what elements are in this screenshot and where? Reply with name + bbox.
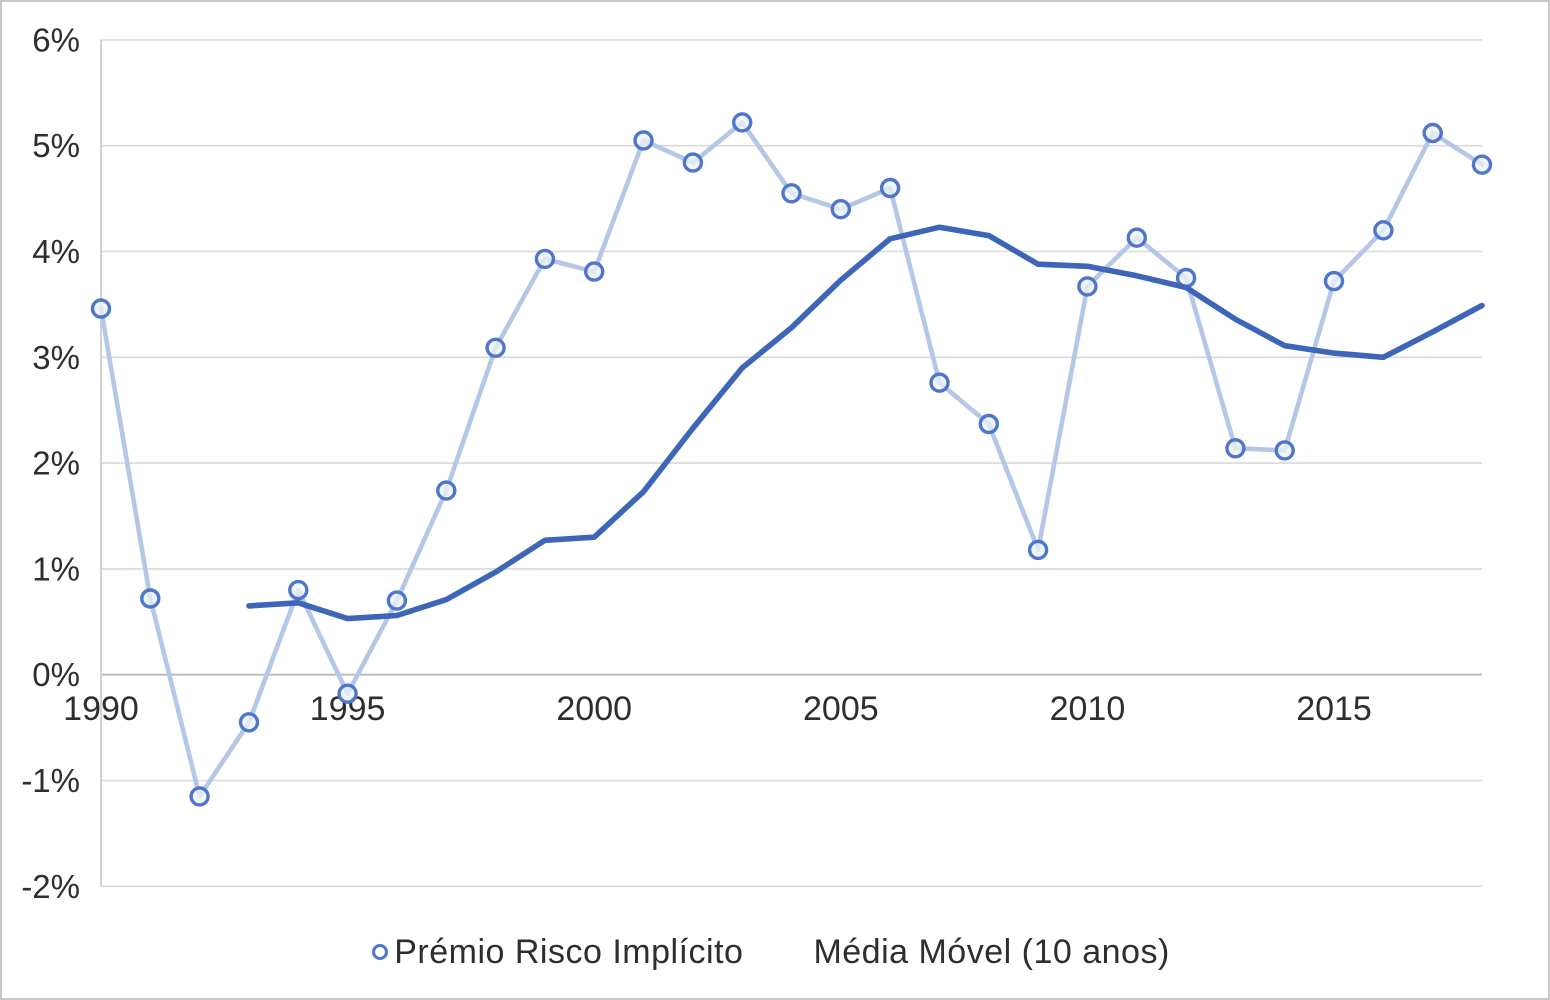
legend: Prémio Risco Implícito Média Móvel (10 a… — [2, 922, 1548, 982]
data-point-marker — [633, 130, 654, 151]
data-point-marker — [830, 198, 851, 220]
data-point-marker — [1077, 276, 1098, 297]
legend-label-premio-risco-implicito: Prémio Risco Implícito — [394, 932, 744, 971]
data-point-marker — [1323, 270, 1345, 292]
x-tick-label: 2000 — [556, 690, 632, 728]
data-point-marker — [189, 786, 210, 807]
x-tick-label: 2015 — [1296, 690, 1372, 728]
series-line-premio-risco-implicito — [98, 120, 1485, 799]
data-point-marker — [90, 298, 112, 319]
data-point-marker — [288, 579, 309, 601]
y-tick-label: 1% — [32, 550, 80, 587]
y-tick-label: 4% — [32, 233, 80, 270]
y-tick-label: 6% — [32, 21, 80, 58]
data-point-marker — [337, 683, 358, 704]
data-point-marker — [978, 413, 999, 435]
x-tick-label: 2005 — [803, 690, 879, 728]
data-point-marker — [1027, 539, 1049, 561]
legend-item-media-movel: Média Móvel (10 anos) — [799, 933, 1169, 972]
x-tick-label: 1990 — [63, 690, 139, 728]
line-chart-canvas: 6%5%4%3%2%1%0%-1%-2%1990 1995 2000 2005 2010… — [21, 21, 1493, 905]
data-point-marker — [436, 480, 457, 501]
series-line-media-movel — [246, 224, 1485, 622]
legend-item-premio-risco-implicito: Prémio Risco Implícito — [372, 932, 744, 972]
data-point-marker — [140, 588, 161, 609]
y-tick-label: -2% — [21, 868, 80, 905]
data-point-marker — [1274, 440, 1295, 461]
data-point-marker — [534, 248, 556, 270]
x-tick-label: 2010 — [1050, 690, 1126, 728]
y-tick-label: 3% — [32, 339, 80, 376]
data-point-marker — [929, 372, 950, 393]
data-point-marker — [1373, 220, 1394, 241]
legend-label-media-movel: Média Móvel (10 anos) — [813, 932, 1170, 971]
data-point-marker — [732, 112, 753, 133]
data-point-marker — [682, 152, 704, 173]
data-point-marker — [386, 590, 408, 611]
y-tick-label: -1% — [21, 762, 80, 799]
y-tick-label: 5% — [32, 127, 80, 164]
y-tick-label: 2% — [32, 445, 80, 482]
data-point-marker — [1225, 438, 1246, 459]
data-point-marker — [1471, 154, 1493, 175]
data-point-marker — [584, 261, 605, 282]
data-point-marker — [781, 183, 802, 204]
circle-marker-icon — [372, 944, 389, 960]
data-point-marker — [238, 712, 260, 733]
y-tick-label: 0% — [32, 656, 80, 693]
data-point-marker — [1126, 227, 1148, 248]
data-point-marker — [485, 337, 506, 358]
data-point-marker — [879, 177, 901, 199]
data-point-marker — [1422, 122, 1443, 144]
